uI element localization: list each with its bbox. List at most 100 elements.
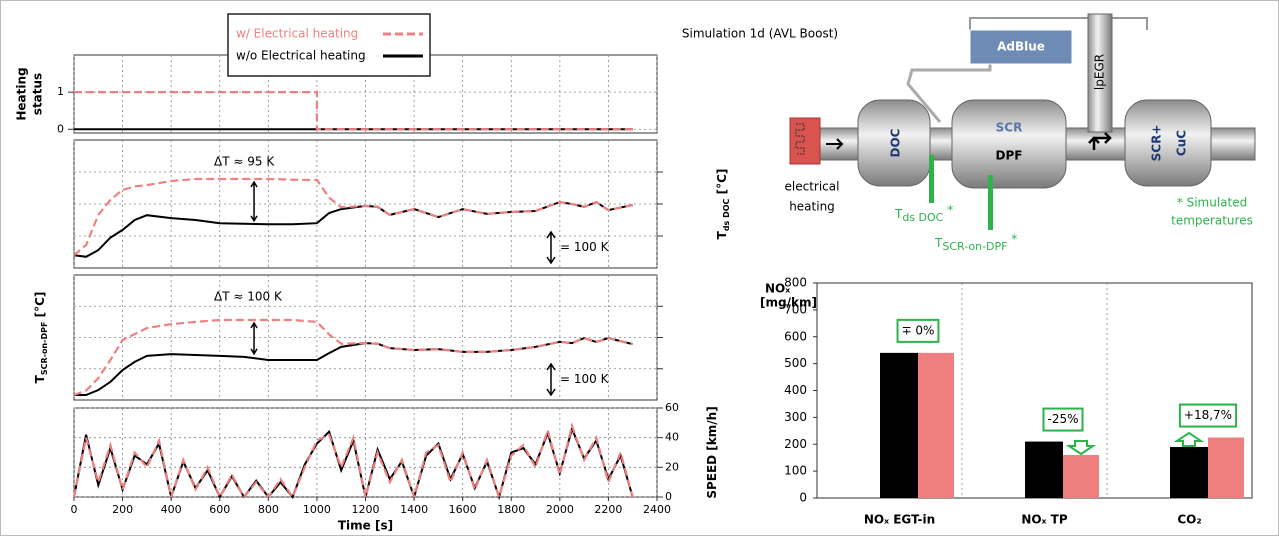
series-line: [73, 318, 633, 397]
series-line: [72, 421, 634, 502]
heater: [789, 117, 821, 165]
x-axis-label: Time [s]: [338, 519, 393, 533]
annotation: = 100 K: [560, 372, 610, 386]
series-line: [74, 337, 633, 396]
sensor-doc: [929, 155, 934, 203]
x-tick-label: 1800: [497, 503, 525, 516]
scr-cuc-label: SCR+: [1150, 125, 1164, 162]
x-tick-label: 2200: [594, 503, 622, 516]
t-star: *: [1007, 232, 1017, 246]
t-sub: ds DOC: [902, 211, 943, 224]
bar-annotation: -25%: [1047, 412, 1078, 426]
legend-label: w/o Electrical heating: [236, 49, 366, 63]
y-tick-label: 400: [784, 383, 807, 397]
y-label-part: SCR-on-DPF: [40, 322, 49, 376]
t-part: T: [894, 207, 903, 221]
scale-arrow: [546, 362, 556, 397]
scr-label: SCR: [996, 121, 1023, 135]
y-axis-label: SPEED [km/h]: [705, 406, 719, 498]
y-label-part: ds DOC: [722, 198, 731, 231]
heater-coil: [795, 123, 805, 155]
title: Simulation 1d (AVL Boost): [682, 27, 838, 41]
bar-annotation: +18,7%: [1184, 408, 1232, 422]
flow-arrow: [1088, 132, 1112, 150]
adblue-label: AdBlue: [997, 40, 1045, 54]
bar: [1208, 437, 1244, 498]
x-tick-label: 2400: [643, 503, 671, 516]
bar-annotation: ∓ 0%: [902, 323, 935, 337]
scr-cuc-can: [1124, 99, 1212, 187]
dosing-line: [906, 64, 992, 123]
y-label-part: T: [33, 374, 47, 383]
scale-arrow: [546, 230, 556, 265]
x-tick-label: 1200: [352, 503, 380, 516]
adblue-box: [969, 29, 1073, 65]
y-tick-label: 200: [784, 437, 807, 451]
x-tick-label: 1600: [449, 503, 477, 516]
y-axis-label: TSCR-on-DPF [°C]: [33, 292, 49, 384]
doc-can: [857, 99, 931, 187]
t-part: T: [934, 236, 943, 250]
bar: [1170, 446, 1208, 498]
y-tick-label: 700: [784, 302, 807, 316]
t-star: *: [943, 203, 953, 217]
y-tick-label: 0: [57, 122, 64, 135]
t-scr-label: TSCR-on-DPF *: [934, 232, 1017, 254]
y-label-part: T: [715, 230, 729, 239]
scr-dpf-can: [951, 99, 1067, 189]
y-tick-label: 100: [784, 464, 807, 478]
diagram: AdBlue DOC SCR DPF lpEGR SCR+ CuC electr…: [785, 13, 1256, 254]
y-tick-label: 300: [784, 410, 807, 424]
heater-label: electrical: [785, 180, 840, 194]
bar: [1025, 441, 1063, 498]
x-tick-label: 600: [209, 503, 230, 516]
delta-arrow: [250, 180, 258, 223]
egr-pipe: [1087, 13, 1113, 133]
x-tick-label: NOₓ TP: [1021, 513, 1068, 527]
y-axis-label: Tds DOC [°C]: [715, 169, 731, 240]
dpf-label: DPF: [996, 149, 1023, 163]
y-tick-label: 1: [57, 85, 64, 98]
annotation: ΔT ≈ 95 K: [214, 155, 275, 169]
series-line: [74, 91, 633, 131]
y-label-part: SPEED [km/h]: [705, 406, 719, 498]
flow-arrow: [826, 138, 844, 150]
bar: [1063, 455, 1099, 498]
y-tick-label: 600: [784, 329, 807, 343]
y-axis-label: NOₓ: [765, 282, 790, 296]
y-label-part: [°C]: [715, 169, 729, 199]
delta-arrow: [250, 321, 258, 356]
y-tick-label: 0: [665, 490, 672, 503]
x-tick-label: CO₂: [1177, 513, 1201, 527]
bar: [918, 352, 954, 498]
bar: [880, 352, 918, 498]
x-tick-label: 2000: [546, 503, 574, 516]
x-tick-label: NOₓ EGT-in: [864, 513, 935, 527]
y-axis-unit: [mg/km]: [760, 296, 817, 310]
note: * Simulated: [1177, 196, 1247, 210]
x-tick-label: 400: [161, 503, 182, 516]
y-axis-label: status: [31, 73, 45, 115]
y-tick-label: 0: [799, 491, 807, 505]
change-arrow: [1173, 431, 1205, 447]
legend-box: [227, 13, 431, 77]
t-sub: SCR-on-DPF: [942, 240, 1007, 253]
doc-label: DOC: [889, 128, 903, 157]
y-tick-label: 60: [665, 401, 679, 414]
adblue-frame: [969, 17, 1148, 30]
annotation-box: [1178, 403, 1238, 428]
x-tick-label: 1000: [303, 503, 331, 516]
annotation: = 100 K: [560, 240, 610, 254]
note: temperatures: [1171, 214, 1253, 228]
series-line: [73, 200, 633, 258]
scr-cuc-label: CuC: [1175, 130, 1189, 156]
change-arrow: [1065, 440, 1097, 456]
sensor-scr: [988, 175, 993, 230]
x-tick-label: 0: [71, 503, 78, 516]
y-label-part: [°C]: [33, 292, 47, 322]
annotation-box: [896, 318, 940, 343]
egr-label: lpEGR: [1093, 54, 1107, 90]
annotation: ΔT ≈ 100 K: [214, 290, 283, 304]
annotation-box: [1042, 407, 1084, 432]
